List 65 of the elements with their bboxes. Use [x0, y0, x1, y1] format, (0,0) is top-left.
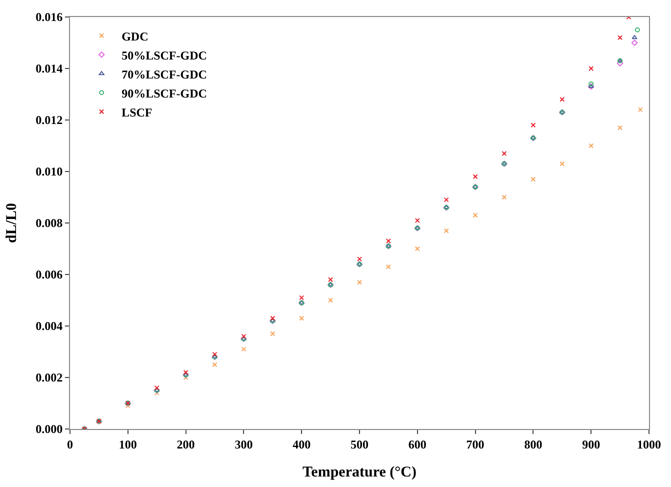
point [241, 334, 246, 339]
point [357, 280, 362, 285]
point [299, 316, 304, 321]
y-tick-label: 0.006 [36, 268, 63, 282]
point [154, 385, 160, 390]
legend-label: 90%LSCF-GDC [122, 86, 207, 100]
point [588, 143, 594, 148]
point [386, 238, 391, 244]
x-tick-label: 400 [292, 437, 311, 452]
y-tick-label: 0.000 [36, 422, 63, 436]
point [588, 66, 594, 71]
point [212, 362, 218, 368]
point [444, 197, 449, 202]
point [530, 122, 536, 128]
point [634, 27, 640, 32]
legend-label: GDC [122, 29, 148, 44]
x-tick-label: 200 [176, 437, 195, 452]
x-tick-label: 900 [582, 437, 600, 452]
point [270, 331, 276, 336]
point [632, 35, 638, 40]
y-tick-label: 0.010 [36, 164, 63, 179]
point [270, 316, 276, 321]
point [472, 212, 478, 218]
point [631, 40, 638, 46]
point [357, 256, 362, 262]
legend-label: 50%LSCF-GDC [122, 48, 207, 62]
point [502, 150, 507, 156]
y-tick-label: 0.014 [36, 62, 63, 76]
x-tick-label: 1000 [637, 437, 661, 452]
point [472, 174, 478, 180]
x-tick-label: 700 [466, 437, 484, 452]
point [502, 194, 507, 200]
point [588, 81, 594, 86]
point [560, 96, 565, 102]
point [616, 60, 624, 66]
x-tick-label: 300 [234, 437, 253, 452]
point [414, 218, 420, 223]
point [560, 161, 565, 166]
y-axis-title: dL/L0 [4, 202, 20, 244]
point [414, 246, 420, 252]
point [618, 35, 623, 40]
x-tick-label: 600 [408, 437, 426, 452]
y-tick-label: 0.004 [36, 319, 63, 334]
point [183, 370, 188, 375]
x-tick-label: 800 [524, 437, 542, 452]
x-tick-label: 0 [67, 437, 73, 452]
y-tick-label: 0.012 [36, 113, 63, 128]
point [299, 295, 304, 300]
point [212, 352, 218, 357]
y-tick-label: 0.016 [36, 10, 63, 24]
point [530, 176, 536, 182]
legend-label: LSCF [122, 105, 152, 120]
legend-label: 70%LSCF-GDC [122, 67, 207, 82]
point [444, 228, 449, 234]
x-axis-title: Temperature (°C) [302, 464, 416, 480]
point [328, 277, 334, 282]
point [386, 264, 391, 270]
x-tick-label: 500 [350, 437, 368, 452]
point [241, 346, 246, 352]
x-tick-label: 100 [118, 437, 137, 452]
y-tick-label: 0.002 [36, 370, 63, 385]
point [618, 125, 623, 130]
point [328, 298, 334, 303]
y-tick-label: 0.008 [36, 216, 63, 230]
point [638, 107, 643, 112]
